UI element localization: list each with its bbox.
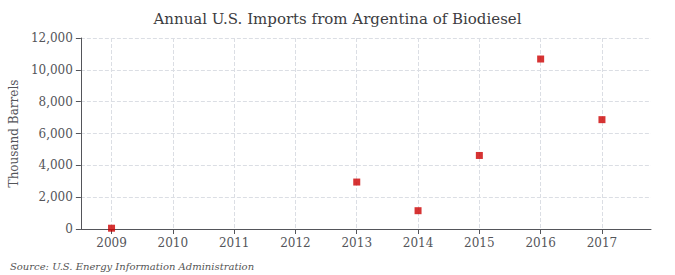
svg-text:Source: U.S. Energy Informatio: Source: U.S. Energy Information Administ… [10,261,254,272]
svg-text:4,000: 4,000 [39,158,73,172]
svg-text:2017: 2017 [587,236,618,250]
svg-text:2009: 2009 [96,236,127,250]
svg-text:2016: 2016 [525,236,556,250]
svg-text:2014: 2014 [403,236,434,250]
svg-text:10,000: 10,000 [31,63,73,77]
svg-text:12,000: 12,000 [31,31,73,45]
svg-text:2013: 2013 [341,236,372,250]
svg-text:2011: 2011 [219,236,250,250]
svg-text:2,000: 2,000 [39,190,73,204]
svg-text:Thousand Barrels: Thousand Barrels [7,80,21,188]
svg-text:Annual U.S. Imports from Argen: Annual U.S. Imports from Argentina of Bi… [152,10,521,28]
svg-text:8,000: 8,000 [39,95,73,109]
svg-text:2015: 2015 [464,236,495,250]
svg-text:6,000: 6,000 [39,127,73,141]
svg-text:2012: 2012 [280,236,311,250]
svg-text:2010: 2010 [158,236,189,250]
svg-text:0: 0 [65,222,73,236]
